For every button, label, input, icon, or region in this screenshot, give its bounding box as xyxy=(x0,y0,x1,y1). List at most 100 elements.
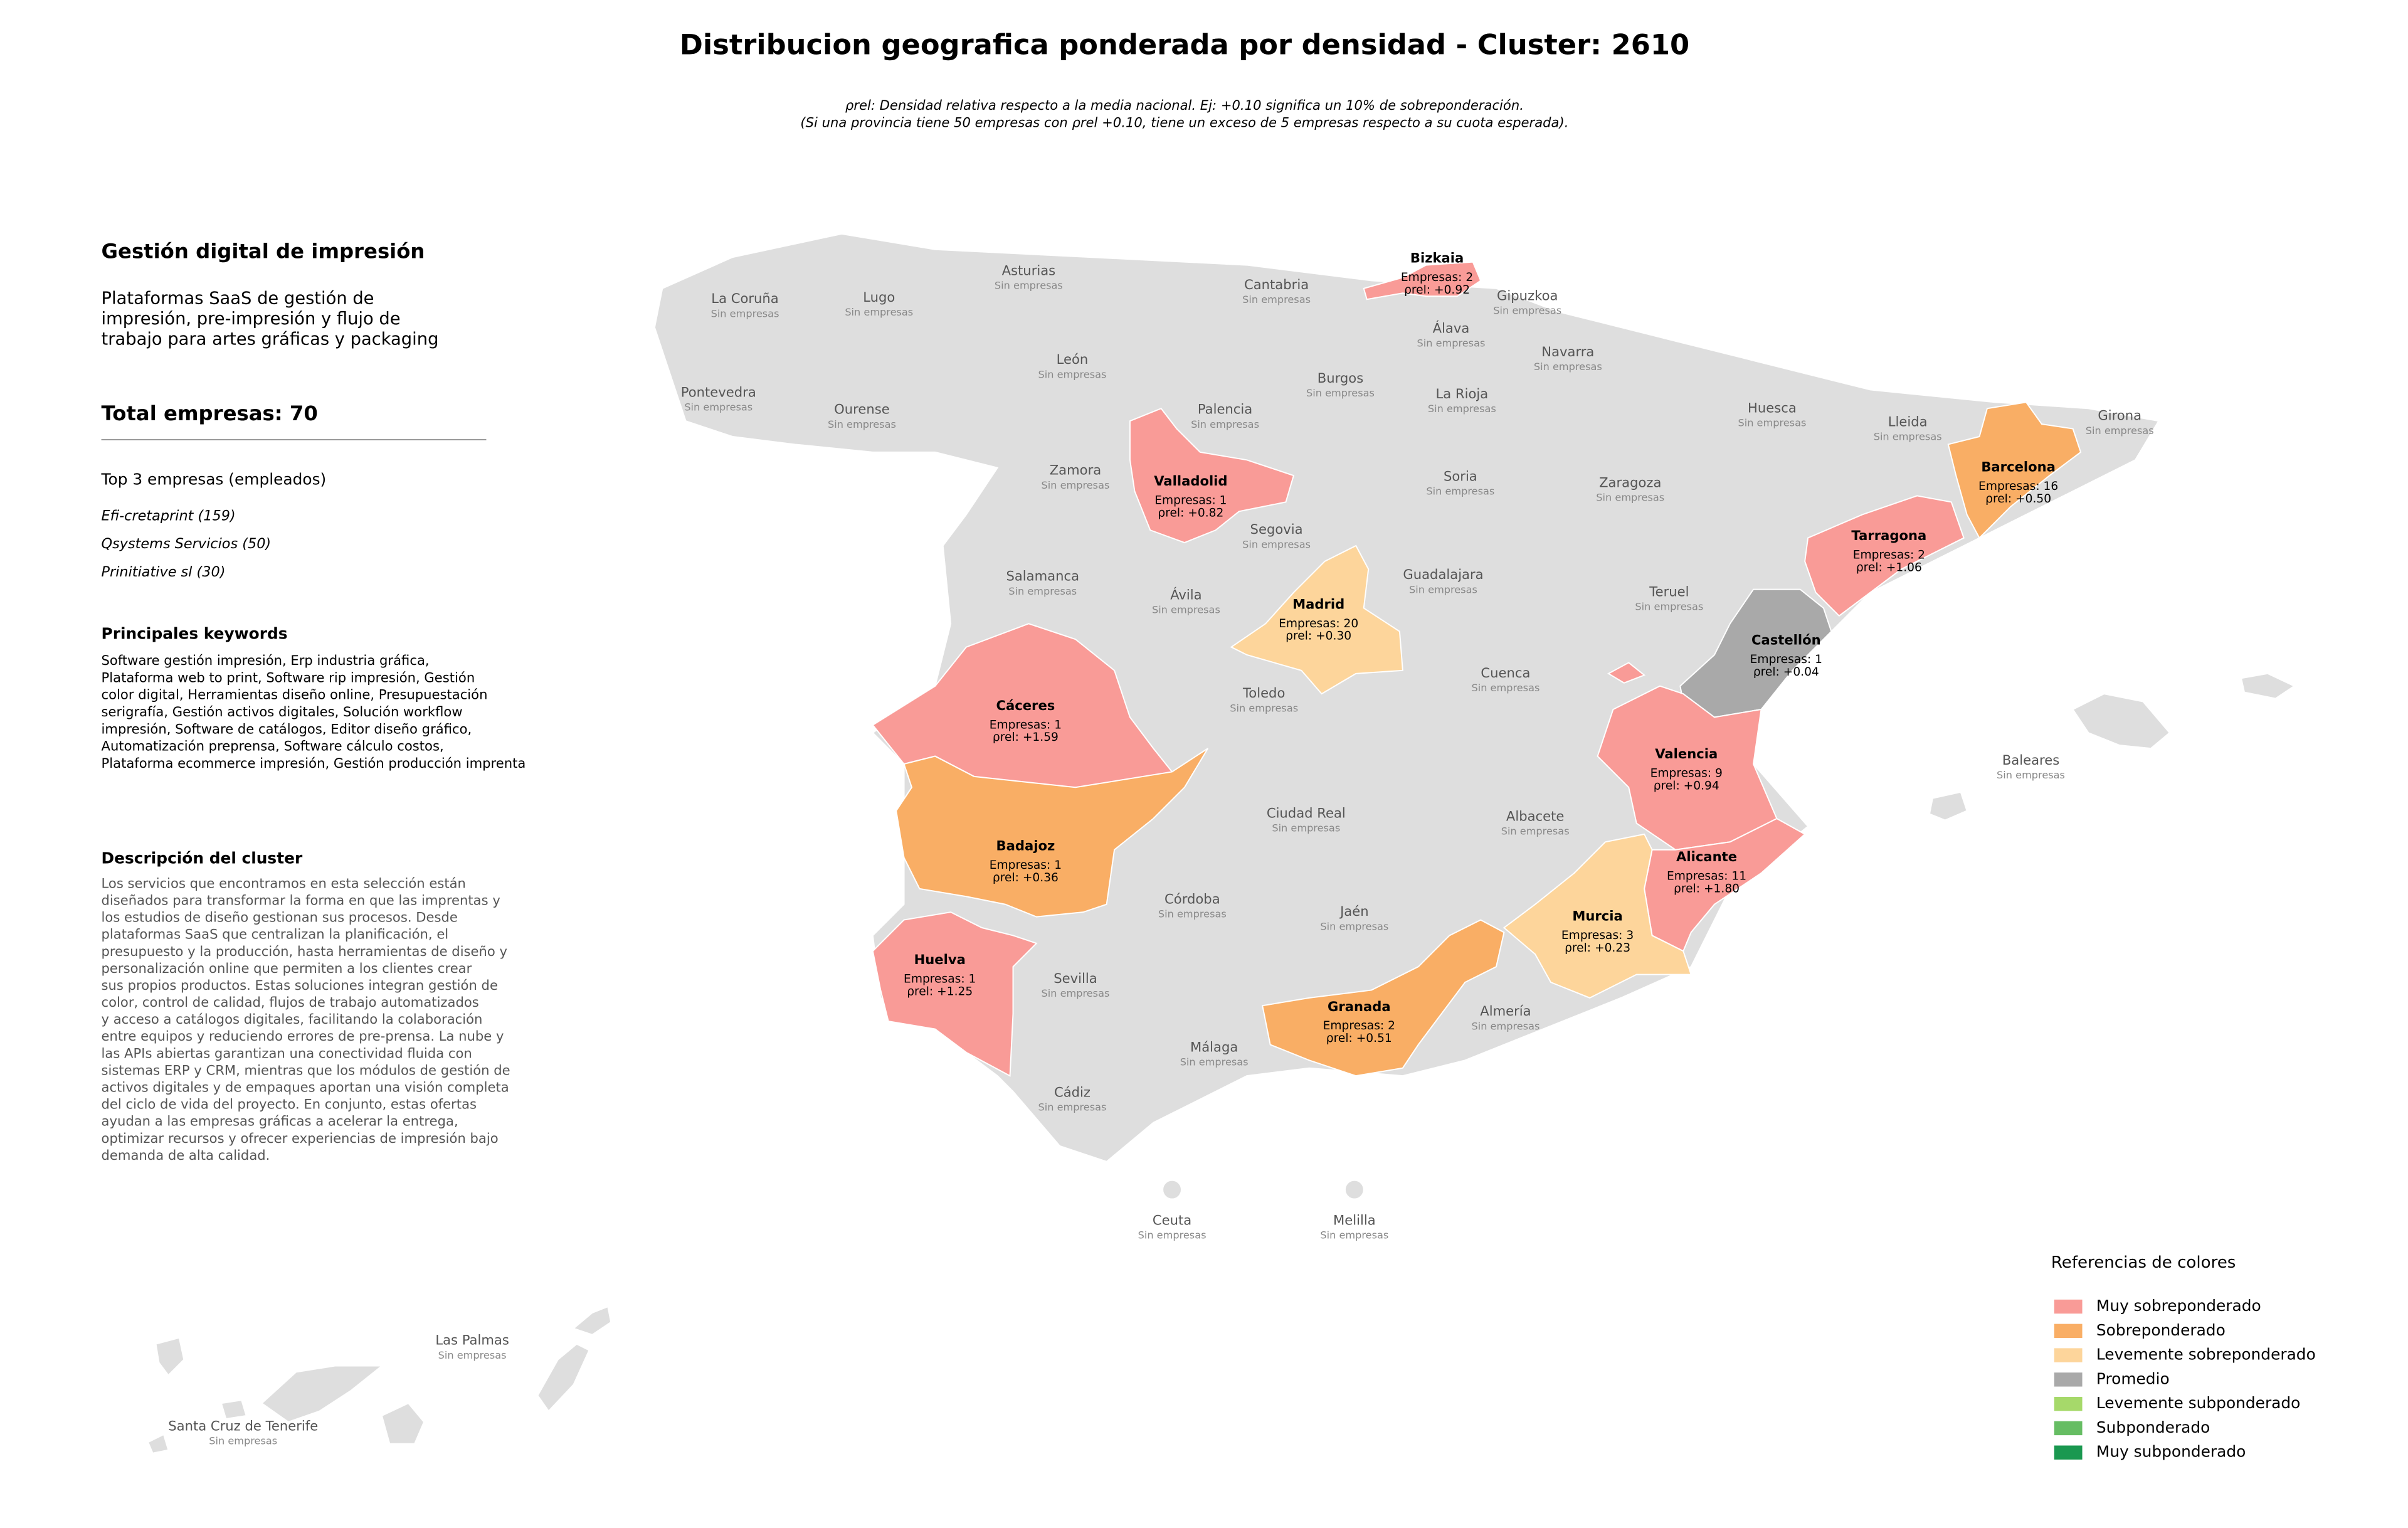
description-line: plataformas SaaS que centralizan la plan… xyxy=(102,926,449,942)
province-name: Ávila xyxy=(1170,587,1201,603)
keywords-line: Plataforma ecommerce impresión, Gestión … xyxy=(102,755,526,771)
sidebar: Gestión digital de impresión Plataformas… xyxy=(101,240,526,1163)
province-name: Melilla xyxy=(1333,1212,1376,1228)
legend-swatch xyxy=(2054,1372,2083,1387)
province-status: Sin empresas xyxy=(1138,1229,1207,1241)
province-name: Barcelona xyxy=(1981,459,2056,475)
province-count: Empresas: 9 xyxy=(1650,767,1723,780)
province-rho: ρrel: +0.04 xyxy=(1753,666,1819,679)
province-name: Valladolid xyxy=(1154,473,1227,489)
legend-label: Promedio xyxy=(2096,1369,2170,1387)
island xyxy=(1928,791,1968,821)
province-name: Huelva xyxy=(914,952,966,967)
province-name: Bizkaia xyxy=(1410,250,1464,266)
province-name: Asturias xyxy=(1002,263,1056,279)
province-name: Álava xyxy=(1433,320,1470,336)
legend-swatch xyxy=(2054,1421,2083,1436)
description-line: Los servicios que encontramos en esta se… xyxy=(102,875,466,891)
province-status: Sin empresas xyxy=(1596,492,1664,504)
province-name: Navarra xyxy=(1541,344,1594,359)
description-line: presupuesto y la producción, hasta herra… xyxy=(102,943,508,959)
province-name: León xyxy=(1057,351,1089,367)
legend-swatch xyxy=(2054,1445,2083,1460)
description-line: diseñados para transformar la forma en q… xyxy=(102,892,500,908)
province-count: Empresas: 20 xyxy=(1279,617,1358,630)
province-count: Empresas: 2 xyxy=(1401,271,1473,284)
description-line: entre equipos y reduciendo errores de pr… xyxy=(102,1028,504,1044)
province-name: Salamanca xyxy=(1006,568,1079,584)
description-line: las APIs abiertas garantizan una conecti… xyxy=(102,1045,472,1061)
province-name: Cuenca xyxy=(1481,665,1530,681)
province-name: Guadalajara xyxy=(1403,566,1483,582)
legend-swatch xyxy=(2054,1396,2083,1411)
province-count: Empresas: 16 xyxy=(1978,480,2058,493)
island xyxy=(572,1305,612,1335)
sidebar-heading: Gestión digital de impresión xyxy=(102,240,425,263)
province-rho: ρrel: +0.82 xyxy=(1158,506,1223,519)
province-status: Sin empresas xyxy=(1041,987,1109,999)
province-name: Ciudad Real xyxy=(1267,805,1346,821)
province-name: Girona xyxy=(2098,408,2141,423)
summary-line: Plataformas SaaS de gestión de xyxy=(102,289,374,309)
province-name: Las Palmas xyxy=(435,1332,509,1348)
province-name: Málaga xyxy=(1190,1039,1238,1054)
top-item: Prinitiative sl (30) xyxy=(102,564,226,580)
description-line: activos digitales y de empaques aportan … xyxy=(102,1080,509,1095)
province-status: Sin empresas xyxy=(1230,702,1298,714)
peninsula xyxy=(653,233,2160,1162)
province-rho: ρrel: +1.06 xyxy=(1856,561,1922,574)
island xyxy=(381,1402,425,1445)
province-name: Toledo xyxy=(1242,685,1285,701)
description-line: color, control de calidad, flujos de tra… xyxy=(102,994,479,1010)
total: Total empresas: 70 xyxy=(102,401,318,425)
province-status: Sin empresas xyxy=(1997,769,2065,781)
province-status: Sin empresas xyxy=(1501,825,1570,837)
keywords-line: color digital, Herramientas diseño onlin… xyxy=(102,687,488,703)
province-name: Ourense xyxy=(834,401,890,417)
land xyxy=(147,233,2296,1454)
province-name: Segovia xyxy=(1250,521,1303,537)
province-name: Castellón xyxy=(1751,632,1821,648)
description-line: ayudan a las empresas gráficas a acelera… xyxy=(102,1113,458,1129)
legend-label: Subponderado xyxy=(2096,1418,2210,1436)
province-name: Murcia xyxy=(1572,908,1622,924)
province-shapes xyxy=(872,261,2082,1077)
melilla xyxy=(1344,1179,1365,1200)
province-name: Soria xyxy=(1444,469,1477,484)
province-shape xyxy=(1363,261,1482,300)
province-name: Albacete xyxy=(1506,809,1564,824)
province-count: Empresas: 1 xyxy=(904,973,976,986)
top-heading: Top 3 empresas (empleados) xyxy=(101,470,327,489)
island xyxy=(2072,693,2171,750)
province-name: Córdoba xyxy=(1164,891,1220,906)
province-status: Sin empresas xyxy=(1471,1020,1539,1032)
description-line: y acceso a catálogos digitales, facilita… xyxy=(102,1011,483,1027)
province-status: Sin empresas xyxy=(1417,337,1485,349)
province-rho: ρrel: +0.51 xyxy=(1326,1032,1392,1045)
description-heading: Descripción del cluster xyxy=(102,849,303,867)
island xyxy=(2240,672,2296,699)
province-shape xyxy=(872,911,1038,1077)
subtitle: (Si una provincia tiene 50 empresas con … xyxy=(800,114,1568,130)
province-rho: ρrel: +1.80 xyxy=(1674,882,1740,895)
province-rho: ρrel: +1.59 xyxy=(993,731,1059,744)
province-rho: ρrel: +0.92 xyxy=(1404,284,1470,297)
province-status: Sin empresas xyxy=(1635,601,1703,613)
province-count: Empresas: 3 xyxy=(1561,929,1634,942)
island xyxy=(537,1343,590,1413)
province-status: Sin empresas xyxy=(1493,304,1561,316)
description-line: personalización online que permiten a lo… xyxy=(102,960,472,976)
province-name: Cáceres xyxy=(996,698,1055,713)
island xyxy=(260,1365,384,1423)
keywords-line: impresión, Software de catálogos, Editor… xyxy=(102,721,472,736)
province-name: La Coruña xyxy=(711,290,778,306)
legend-swatch xyxy=(2054,1299,2083,1314)
top-item: Efi-cretaprint (159) xyxy=(102,507,236,524)
ceuta xyxy=(1162,1179,1182,1200)
province-name: Lugo xyxy=(863,289,895,305)
province-count: Empresas: 2 xyxy=(1853,548,1925,561)
province-rho: ρrel: +0.30 xyxy=(1286,630,1351,643)
legend-title: Referencias de colores xyxy=(2051,1253,2236,1272)
province-name: Santa Cruz de Tenerife xyxy=(168,1418,318,1433)
